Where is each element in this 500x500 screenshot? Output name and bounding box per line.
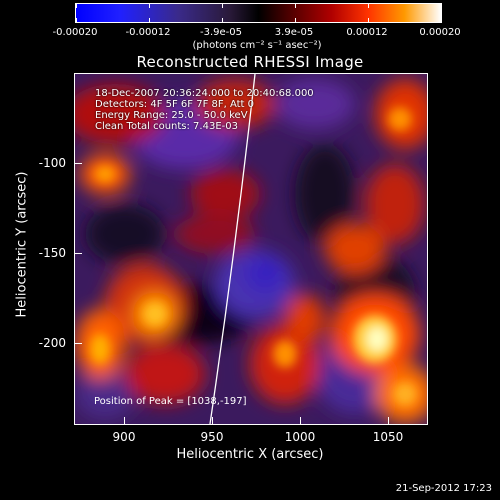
x-tick-label: 950 — [200, 430, 224, 444]
x-tick-label: 1050 — [372, 430, 404, 444]
x-axis-label: Heliocentric X (arcsec) — [176, 447, 324, 462]
y-tick-label: -100 — [38, 156, 66, 170]
clean-counts: Clean Total counts: 7.43E-03 — [95, 121, 238, 132]
detectors: Detectors: 4F 5F 6F 7F 8F, Att 0 — [95, 99, 255, 110]
colorbar-tick-label: 0.00020 — [419, 27, 461, 38]
solar-limb — [209, 74, 256, 424]
colorbar-tick-label: -0.00020 — [52, 27, 98, 38]
time-range: 18-Dec-2007 20:36:24.000 to 20:40:68.000 — [95, 88, 314, 99]
colorbar-tick-label: -0.00012 — [125, 27, 171, 38]
rhessi-image: 18-Dec-2007 20:36:24.000 to 20:40:68.000… — [74, 73, 428, 425]
y-tick-label: -200 — [38, 336, 66, 350]
colorbar — [75, 3, 442, 23]
x-tick-label: 900 — [112, 430, 136, 444]
colorbar-tick-label: 0.00012 — [346, 27, 388, 38]
x-tick-label: 1000 — [284, 430, 316, 444]
y-axis-label: Heliocentric Y (arcsec) — [14, 171, 30, 318]
energy-range: Energy Range: 25.0 - 50.0 keV — [95, 110, 248, 121]
colorbar-units: (photons cm⁻² s⁻¹ asec⁻²) — [192, 40, 322, 51]
rhessi-image-map — [75, 74, 427, 424]
generation-timestamp: 21-Sep-2012 17:23 — [395, 483, 492, 494]
colorbar-tick-label: 3.9e-05 — [274, 27, 314, 38]
image-title: Reconstructed RHESSI Image — [136, 53, 364, 71]
y-tick-label: -150 — [38, 246, 66, 260]
peak-position: Position of Peak = [1038,-197] — [94, 396, 247, 407]
colorbar-tick-label: -3.9e-05 — [200, 27, 242, 38]
